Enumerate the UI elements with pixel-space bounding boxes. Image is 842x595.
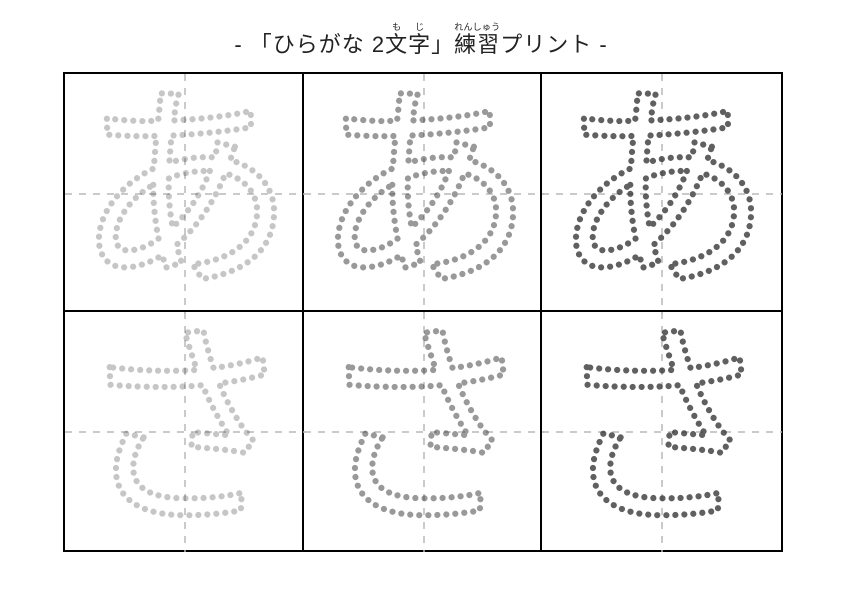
page-title: - 「ひらがな 2文字もじ」練習れんしゅうプリント -: [234, 22, 607, 59]
title-mid: 」: [431, 32, 454, 57]
practice-cell: さ: [542, 312, 781, 550]
title-ruby-moji: 文字もじ: [385, 32, 431, 57]
practice-grid: あああさささ: [63, 72, 783, 552]
svg-text:さ: さ: [75, 312, 295, 552]
title-suffix: -: [592, 32, 607, 57]
traceable-char: あ: [542, 74, 781, 310]
traceable-char: あ: [304, 74, 541, 310]
title-ruby-renshuu: 練習れんしゅう: [454, 32, 500, 57]
practice-cell: あ: [65, 74, 304, 312]
traceable-char: あ: [65, 74, 302, 310]
ruby-rt-renshuu: れんしゅう: [454, 22, 500, 32]
title-container: - 「ひらがな 2文字もじ」練習れんしゅうプリント -: [0, 0, 842, 59]
practice-sheet-page: - 「ひらがな 2文字もじ」練習れんしゅうプリント - あああさささ: [0, 0, 842, 595]
practice-cell: さ: [304, 312, 543, 550]
practice-cell: あ: [304, 74, 543, 312]
traceable-char: さ: [304, 312, 541, 550]
svg-text:あ: あ: [75, 74, 295, 314]
title-part3: プリント: [500, 32, 592, 57]
ruby-base-moji: 文字: [385, 32, 431, 57]
practice-cell: さ: [65, 312, 304, 550]
title-part1: ひらがな 2: [273, 32, 385, 57]
svg-text:さ: さ: [552, 312, 772, 552]
svg-text:さ: さ: [314, 312, 534, 552]
traceable-char: さ: [65, 312, 302, 550]
ruby-rt-moji: もじ: [385, 22, 431, 32]
practice-cell: あ: [542, 74, 781, 312]
title-prefix: - 「: [234, 32, 272, 57]
ruby-base-renshuu: 練習: [454, 32, 500, 57]
svg-text:あ: あ: [552, 74, 772, 314]
svg-text:あ: あ: [314, 74, 534, 314]
traceable-char: さ: [542, 312, 781, 550]
